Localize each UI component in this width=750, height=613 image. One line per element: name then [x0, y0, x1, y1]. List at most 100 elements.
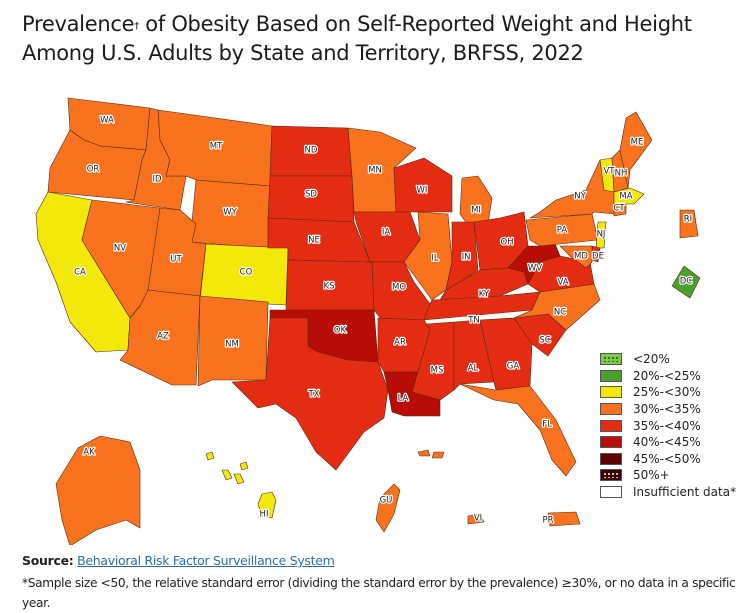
source-link[interactable]: Behavioral Risk Factor Surveillance Syst… [77, 553, 335, 568]
state-label-mo: MO [392, 283, 406, 293]
state-ak[interactable] [55, 435, 141, 545]
legend-label: <20% [633, 352, 670, 367]
state-hi[interactable] [257, 491, 277, 519]
state-label-pa: PA [557, 226, 568, 236]
state-tx[interactable] [231, 317, 389, 471]
legend: <20% 20%-<25% 25%-<30% 30%-<35% 35%-<40% 40%-… [600, 351, 736, 500]
state-nc[interactable] [513, 283, 601, 331]
state-label-nv: NV [114, 244, 126, 254]
source-label: Source: [22, 553, 74, 568]
state-label-wa: WA [100, 116, 114, 126]
state-md[interactable] [559, 245, 593, 269]
state-label-al: AL [468, 364, 479, 374]
state-label-wv: WV [528, 264, 542, 274]
legend-item: 45%-<50% [600, 451, 736, 468]
state-label-nc: NC [554, 308, 566, 318]
state-label-ny: NY [574, 192, 586, 202]
title-dagger: † [134, 21, 139, 32]
state-gu[interactable] [375, 483, 401, 533]
legend-swatch [600, 436, 622, 449]
state-label-nj: NJ [597, 230, 606, 240]
state-label-de: DE [592, 252, 604, 262]
state-label-fl: FL [542, 420, 552, 430]
legend-swatch [600, 353, 622, 366]
state-ri[interactable] [679, 209, 699, 239]
legend-label: 50%+ [633, 468, 670, 483]
state-wi[interactable] [393, 157, 453, 213]
legend-label: 45%-<50% [633, 451, 701, 466]
legend-label: 35%-<40% [633, 418, 701, 433]
state-label-az: AZ [157, 332, 169, 342]
legend-label: 20%-<25% [633, 368, 701, 383]
state-label-id: ID [152, 175, 162, 185]
state-az[interactable] [119, 289, 201, 386]
state-label-ma: MA [619, 192, 632, 202]
legend-item: 30%-<35% [600, 401, 736, 418]
state-ma[interactable] [613, 187, 645, 205]
state-label-nm: NM [225, 340, 239, 350]
state-vi[interactable] [467, 513, 485, 525]
state-label-or: OR [87, 165, 100, 175]
state-label-ms: MS [431, 366, 444, 376]
state-label-ne: NE [308, 236, 320, 246]
state-label-in: IN [462, 253, 471, 263]
state-label-la: LA [398, 394, 409, 404]
legend-item: 20%-<25% [600, 368, 736, 385]
state-label-ak: AK [83, 448, 95, 458]
state-label-nd: ND [305, 146, 318, 156]
legend-swatch [600, 386, 622, 399]
legend-label: Insufficient data* [633, 485, 737, 500]
state-label-ks: KS [324, 282, 335, 292]
chart-title: Prevalence† of Obesity Based on Self-Rep… [22, 10, 742, 68]
island-hi [205, 451, 215, 461]
state-label-me: ME [631, 138, 644, 148]
legend-swatch [600, 419, 622, 432]
state-label-ia: IA [382, 228, 391, 238]
island-vi [431, 451, 445, 459]
state-label-vi: VI [474, 514, 482, 524]
state-label-vt: VT [603, 167, 615, 177]
state-fl[interactable] [459, 383, 577, 477]
state-label-tn: TN [467, 316, 480, 326]
legend-swatch [600, 369, 622, 382]
state-pr[interactable] [547, 511, 581, 527]
legend-label: 30%-<35% [633, 402, 701, 417]
state-nm[interactable] [197, 295, 269, 387]
footnote: *Sample size <50, the relative standard … [22, 576, 736, 610]
legend-item: Insufficient data* [600, 484, 736, 501]
state-al[interactable] [453, 319, 495, 391]
state-label-pr: PR [542, 516, 553, 526]
state-label-ct: CT [613, 204, 625, 214]
state-label-wi: WI [417, 186, 428, 196]
state-wv[interactable] [507, 235, 561, 285]
state-ct[interactable] [613, 203, 627, 217]
state-label-gu: GU [380, 496, 393, 506]
legend-item: 40%-<45% [600, 434, 736, 451]
legend-swatch [600, 469, 622, 482]
state-dc[interactable] [671, 265, 701, 299]
state-label-ut: UT [170, 255, 182, 265]
legend-item: <20% [600, 351, 736, 368]
island-hi [239, 461, 249, 471]
source-line: Source: Behavioral Risk Factor Surveilla… [22, 553, 335, 568]
state-label-sd: SD [305, 190, 317, 200]
state-label-wy: WY [223, 208, 237, 218]
state-nj[interactable] [595, 221, 607, 249]
island-hi [233, 473, 245, 485]
state-label-sc: SC [539, 336, 550, 346]
state-me[interactable] [619, 111, 653, 189]
state-label-oh: OH [500, 238, 513, 248]
state-label-ca: CA [74, 268, 86, 278]
us-choropleth-map: WA OR CA ID NV MT WY UT AZ CO NM ND SD NE KS OK TX MN IA MO… [35, 97, 701, 545]
island-vi [417, 449, 431, 457]
state-label-mn: MN [368, 166, 382, 176]
state-label-ky: KY [479, 290, 490, 300]
state-label-hi: HI [260, 510, 269, 520]
state-label-il: IL [431, 254, 439, 264]
legend-item: 25%-<30% [600, 384, 736, 401]
legend-label: 25%-<30% [633, 385, 701, 400]
island-hi [221, 469, 233, 481]
title-text: Prevalence [22, 12, 135, 36]
state-label-mt: MT [210, 142, 223, 152]
state-label-md: MD [574, 252, 588, 262]
